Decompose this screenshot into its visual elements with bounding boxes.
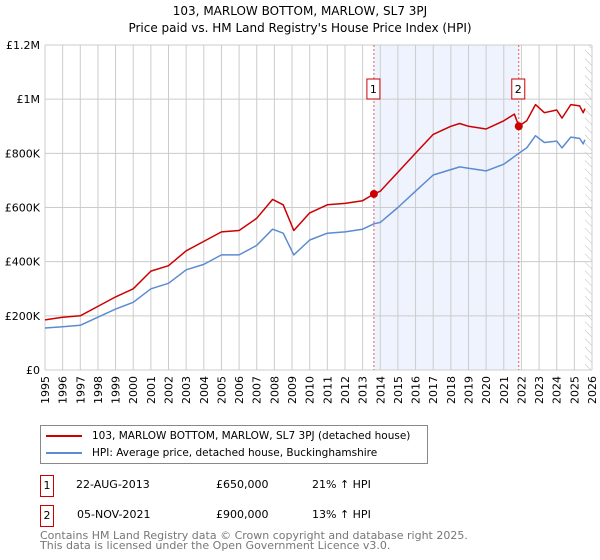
x-tick-label: 2017 — [427, 376, 440, 404]
sale-marker-badge — [511, 78, 526, 100]
x-tick-label: 2008 — [268, 376, 281, 404]
y-tick-label: £400K — [5, 256, 41, 269]
transaction-date: 22-AUG-2013 — [76, 478, 150, 491]
legend-item-property: 103, MARLOW BOTTOM, MARLOW, SL7 3PJ (det… — [41, 428, 410, 444]
transaction-price: £900,000 — [216, 508, 269, 521]
x-tick-label: 2026 — [586, 376, 599, 404]
x-tick-label: 2011 — [321, 376, 334, 404]
y-tick-label: £1.2M — [6, 39, 40, 52]
x-tick-label: 2013 — [357, 376, 370, 404]
x-tick-label: 2007 — [251, 376, 264, 404]
x-tick-label: 2015 — [392, 376, 405, 404]
y-tick-label: £200K — [5, 310, 41, 323]
y-tick-label: £0 — [26, 364, 40, 377]
x-tick-label: 1997 — [74, 376, 87, 404]
sale-marker-label: 2 — [515, 83, 522, 96]
x-tick-label: 2010 — [304, 376, 317, 404]
legend-swatch-property — [46, 435, 82, 437]
legend: 103, MARLOW BOTTOM, MARLOW, SL7 3PJ (det… — [40, 425, 428, 464]
x-tick-label: 1998 — [92, 376, 105, 404]
chart-title: 103, MARLOW BOTTOM, MARLOW, SL7 3PJ — [172, 4, 428, 18]
x-tick-label: 2023 — [533, 376, 546, 404]
y-tick-label: £1M — [17, 93, 41, 106]
footer-licence: This data is licensed under the Open Gov… — [40, 539, 391, 552]
transaction-date: 05-NOV-2021 — [77, 508, 151, 521]
legend-label-property: 103, MARLOW BOTTOM, MARLOW, SL7 3PJ (det… — [92, 430, 411, 442]
price-chart: 1995 1996 1997 1998 1999 2000 2001 2002 2003 2004… — [5, 39, 599, 404]
footer-copyright: Contains HM Land Registry data © Crown c… — [40, 529, 468, 542]
x-tick-label: 2001 — [145, 376, 158, 404]
x-tick-label: 2002 — [163, 376, 176, 404]
legend-label-hpi: HPI: Average price, detached house, Buck… — [92, 447, 378, 459]
footer: Contains HM Land Registry data © Crown c… — [40, 529, 468, 552]
x-tick-label: 2019 — [462, 376, 475, 404]
sale-marker-label: 1 — [370, 83, 377, 96]
x-tick-label: 2003 — [180, 376, 193, 404]
x-tick-label: 2021 — [498, 376, 511, 404]
x-tick-label: 2024 — [551, 376, 564, 404]
chart-subtitle: Price paid vs. HM Land Registry's House … — [128, 21, 472, 35]
hpi-line — [44, 134, 586, 329]
x-tick-label: 2020 — [480, 376, 493, 404]
x-tick-label: 2025 — [568, 376, 581, 404]
x-tick-label: 1995 — [39, 376, 52, 404]
x-tick-label: 1996 — [57, 376, 70, 404]
transaction-badge: 1 — [40, 475, 54, 497]
x-tick-label: 2014 — [374, 376, 387, 404]
x-tick-label: 1999 — [110, 376, 123, 404]
x-tick-label: 2000 — [127, 376, 140, 404]
transaction-price: £650,000 — [216, 478, 269, 491]
transaction-hpi: 13% ↑ HPI — [312, 508, 371, 521]
x-tick-label: 2022 — [515, 376, 528, 404]
transaction-badge: 2 — [40, 505, 54, 527]
y-tick-label: £800K — [5, 147, 41, 160]
transaction-row: 1 22-AUG-2013 £650,000 21% ↑ HPI — [40, 475, 600, 497]
sale-marker-badge — [366, 78, 381, 100]
sale-point — [514, 122, 523, 131]
sale-point — [369, 189, 378, 198]
transaction-row: 2 05-NOV-2021 £900,000 13% ↑ HPI — [40, 505, 600, 527]
x-tick-label: 2009 — [286, 376, 299, 404]
legend-item-hpi: HPI: Average price, detached house, Buck… — [41, 445, 377, 461]
x-tick-label: 2005 — [215, 376, 228, 404]
y-tick-label: £600K — [5, 202, 41, 215]
x-tick-label: 2016 — [410, 376, 423, 404]
x-tick-label: 2012 — [339, 376, 352, 404]
x-tick-label: 2018 — [445, 376, 458, 404]
x-tick-label: 2006 — [233, 376, 246, 404]
transaction-hpi: 21% ↑ HPI — [312, 478, 371, 491]
legend-swatch-hpi — [46, 452, 82, 454]
x-tick-label: 2004 — [198, 376, 211, 404]
